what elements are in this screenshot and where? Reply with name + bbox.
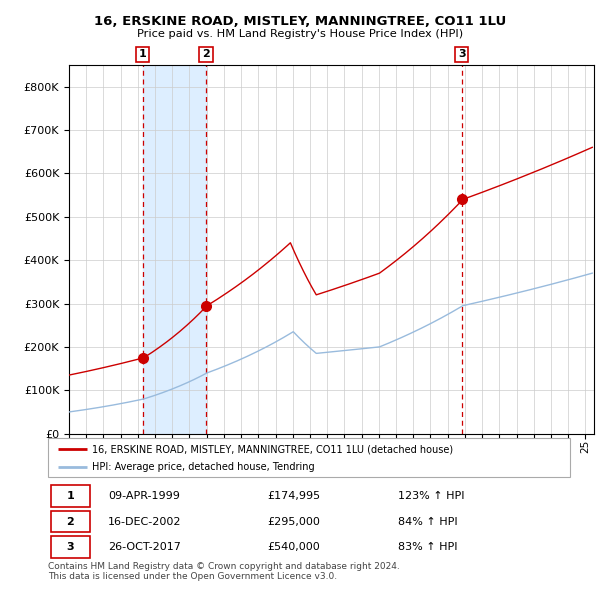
- Text: Price paid vs. HM Land Registry's House Price Index (HPI): Price paid vs. HM Land Registry's House …: [137, 29, 463, 39]
- Text: 26-OCT-2017: 26-OCT-2017: [108, 542, 181, 552]
- Text: 123% ↑ HPI: 123% ↑ HPI: [398, 491, 464, 501]
- Text: 2: 2: [202, 50, 210, 60]
- Text: 3: 3: [458, 50, 466, 60]
- Text: 2: 2: [67, 516, 74, 526]
- Text: 3: 3: [67, 542, 74, 552]
- Text: 1: 1: [139, 50, 146, 60]
- Text: £174,995: £174,995: [267, 491, 320, 501]
- Text: 16-DEC-2002: 16-DEC-2002: [108, 516, 182, 526]
- Bar: [50, 486, 90, 507]
- Text: 1: 1: [67, 491, 74, 501]
- Text: 84% ↑ HPI: 84% ↑ HPI: [398, 516, 457, 526]
- Text: 16, ERSKINE ROAD, MISTLEY, MANNINGTREE, CO11 1LU (detached house): 16, ERSKINE ROAD, MISTLEY, MANNINGTREE, …: [92, 444, 454, 454]
- Text: 16, ERSKINE ROAD, MISTLEY, MANNINGTREE, CO11 1LU: 16, ERSKINE ROAD, MISTLEY, MANNINGTREE, …: [94, 15, 506, 28]
- Bar: [50, 536, 90, 558]
- Text: 83% ↑ HPI: 83% ↑ HPI: [398, 542, 457, 552]
- Bar: [50, 511, 90, 532]
- Bar: [143, 65, 206, 434]
- Text: HPI: Average price, detached house, Tendring: HPI: Average price, detached house, Tend…: [92, 462, 315, 472]
- Text: Contains HM Land Registry data © Crown copyright and database right 2024.
This d: Contains HM Land Registry data © Crown c…: [48, 562, 400, 581]
- Text: 09-APR-1999: 09-APR-1999: [108, 491, 180, 501]
- Text: £295,000: £295,000: [267, 516, 320, 526]
- Text: £540,000: £540,000: [267, 542, 320, 552]
